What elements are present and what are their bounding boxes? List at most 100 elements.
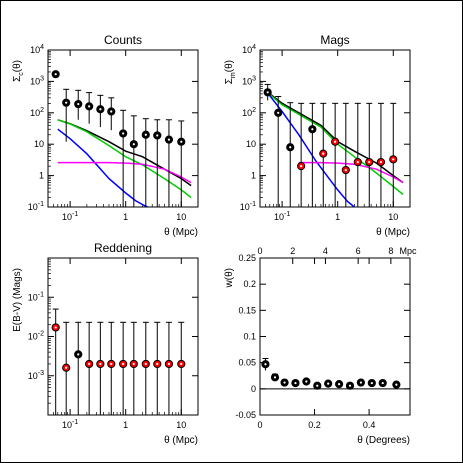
reddening-xtick-label-1: 1: [123, 420, 128, 430]
mags-data-point-center-0: [266, 91, 269, 94]
mags-data-point-center-10: [379, 160, 383, 164]
reddening-data-point-center-9: [156, 362, 159, 366]
counts-xtick-label-2: 10: [176, 212, 186, 222]
correlation-x2tick-label-0: 0: [257, 246, 262, 256]
reddening-xlabel: θ (Mpc): [164, 435, 198, 446]
counts-ytick-label-4: 103: [30, 75, 44, 86]
counts-xtick-label-1: 1: [123, 212, 128, 222]
correlation-data-point-center-12: [395, 383, 398, 386]
mags-title: Mags: [320, 33, 349, 47]
reddening-xtick-label-2: 10: [176, 420, 186, 430]
reddening-ylabel: E(B-V) (Mags): [12, 268, 23, 332]
counts-data-point-center-5: [110, 110, 113, 113]
reddening-data-point-center-1: [65, 366, 68, 369]
counts-data-point-center-4: [99, 108, 102, 111]
mags-data-point-center-6: [334, 140, 337, 143]
correlation-ytick-label-5: 0.2: [243, 279, 256, 289]
reddening-ytick-label-1: 10-2: [28, 331, 44, 342]
correlation-ytick-label-6: 0.25: [238, 253, 256, 263]
correlation-xtick-label-2: 0.4: [363, 420, 376, 430]
mags-data-point-center-5: [322, 152, 325, 155]
counts-data-layer: [51, 70, 192, 207]
correlation-data-layer: [261, 357, 401, 390]
correlation-x2tick-label-3: 6: [356, 246, 361, 256]
mags-data-point-center-8: [356, 160, 359, 164]
counts-data-point-center-1: [65, 101, 68, 104]
correlation-data-point-center-10: [370, 381, 373, 385]
mags-xtick-label-0: 10-1: [274, 211, 290, 222]
reddening-ytick-label-0: 10-3: [28, 370, 44, 381]
reddening-data-point-center-10: [167, 362, 171, 366]
mags-panel: 10-1 1 10 102 103 104 10-1 1 10 Mags θ (Mpc) Σm(θ): [224, 33, 411, 238]
mags-xlabel: θ (Mpc): [376, 227, 410, 238]
counts-ytick-label-1: 1: [39, 171, 44, 181]
counts-ylabel: Σc(θ): [12, 60, 25, 82]
reddening-data-point-center-3: [88, 362, 91, 366]
reddening-data-point-center-6: [122, 362, 125, 366]
correlation-data-point-center-1: [273, 376, 277, 379]
reddening-panel: 10-3 10-2 10-1 10-1 1 10 Reddening θ (Mpc) E(B-V…: [12, 241, 199, 446]
mags-data-point-center-4: [311, 128, 314, 131]
counts-data-point-center-7: [132, 143, 135, 146]
correlation-data-point-center-9: [359, 381, 363, 384]
correlation-ytick-label-0: -0.05: [235, 410, 256, 420]
mags-data-layer: [263, 83, 404, 207]
counts-ytick-label-5: 104: [30, 44, 44, 55]
counts-ytick-label-2: 10: [34, 139, 44, 149]
reddening-data-point-center-11: [180, 362, 183, 366]
reddening-xtick-label-0: 10-1: [62, 419, 78, 430]
mags-data-point-center-11: [392, 158, 395, 161]
counts-data-point-center-10: [167, 138, 171, 141]
counts-xtick-label-0: 10-1: [62, 211, 78, 222]
correlation-ytick-label-3: 0.1: [243, 332, 256, 342]
mags-data-point-center-2: [289, 146, 292, 149]
counts-ytick-label-3: 102: [30, 107, 44, 118]
correlation-x2tick-label-2: 4: [323, 246, 328, 256]
correlation-data-point-center-0: [264, 363, 267, 366]
counts-data-point-center-9: [156, 134, 159, 137]
reddening-data-layer: [51, 308, 186, 415]
counts-model-curve-2: [57, 128, 149, 207]
counts-panel: 10-1 1 10 102 103 104 10-1 1 10 Counts θ (Mpc) Σc(θ…: [12, 33, 199, 238]
correlation-plot-frame: [259, 257, 411, 416]
correlation-x2-axis-label: Mpc: [399, 246, 417, 256]
mags-data-point-center-7: [344, 168, 347, 172]
counts-data-point-center-11: [180, 140, 183, 143]
correlation-xtick-label-0: 0: [257, 420, 262, 430]
reddening-data-point-center-2: [77, 353, 80, 356]
counts-data-point-center-8: [144, 133, 147, 136]
counts-data-point-center-6: [122, 132, 125, 135]
counts-title: Counts: [104, 33, 142, 47]
counts-ytick-label-0: 10-1: [28, 201, 44, 212]
mags-xtick-label-2: 10: [388, 212, 398, 222]
reddening-data-point-center-8: [144, 362, 147, 366]
correlation-data-point-center-7: [337, 383, 341, 386]
mags-data-point-center-3: [300, 165, 303, 168]
correlation-data-point-center-11: [381, 381, 384, 385]
correlation-ytick-label-2: 0.05: [238, 358, 256, 368]
counts-data-point-center-0: [54, 73, 57, 76]
reddening-ytick-label-2: 10-1: [28, 291, 44, 302]
counts-data-point-center-3: [88, 105, 91, 108]
mags-ytick-label-5: 104: [242, 44, 256, 55]
correlation-data-point-center-2: [283, 381, 286, 384]
mags-ytick-label-4: 103: [242, 75, 256, 86]
correlation-ylabel: w(θ): [224, 268, 235, 288]
counts-data-point-center-2: [77, 102, 80, 106]
counts-model-curve-1: [57, 119, 192, 199]
reddening-data-point-center-7: [132, 362, 135, 366]
correlation-xlabel: θ (Degrees): [357, 435, 410, 446]
mags-ytick-label-0: 10-1: [240, 201, 256, 212]
mags-data-point-center-1: [277, 111, 280, 114]
correlation-data-point-center-5: [316, 384, 319, 387]
mags-ytick-label-3: 102: [242, 107, 256, 118]
mags-ytick-label-1: 1: [251, 171, 256, 181]
reddening-data-point-center-0: [54, 326, 57, 329]
correlation-data-point-center-4: [305, 380, 308, 383]
mags-ylabel: Σm(θ): [224, 60, 237, 84]
mags-xtick-label-1: 1: [335, 212, 340, 222]
correlation-ytick-label-4: 0.15: [238, 305, 256, 315]
